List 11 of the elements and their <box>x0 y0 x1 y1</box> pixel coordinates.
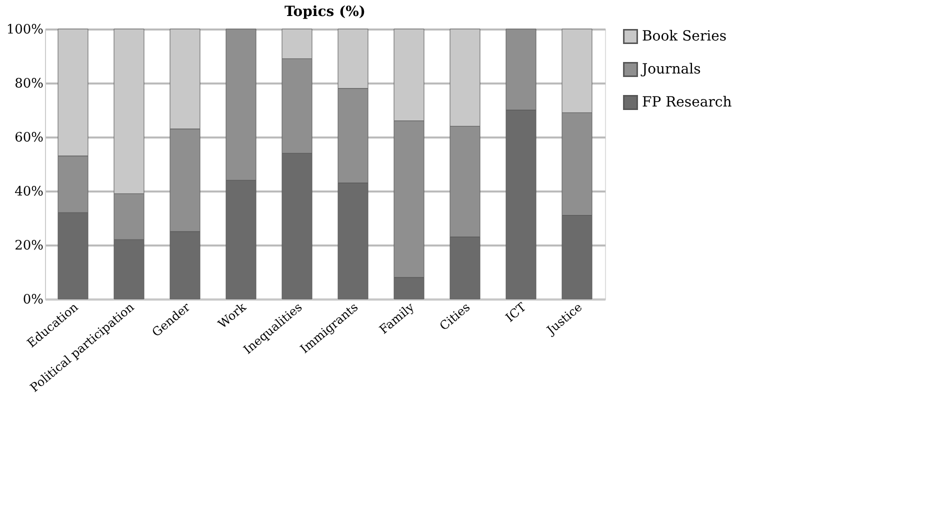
x-tick-label: ICT <box>502 300 529 325</box>
y-tick-label: 100% <box>6 22 44 38</box>
y-tick-label: 0% <box>22 292 44 308</box>
y-tick-label: 80% <box>14 76 44 92</box>
y-tick-label: 40% <box>14 184 44 200</box>
y-tick-label: 20% <box>14 238 44 254</box>
legend-label: FP Research <box>642 94 732 110</box>
chart-title: Topics (%) <box>284 4 366 20</box>
legend-label: Journals <box>640 62 701 78</box>
legend-label: Book Series <box>642 28 727 44</box>
y-tick-label: 60% <box>14 130 44 146</box>
